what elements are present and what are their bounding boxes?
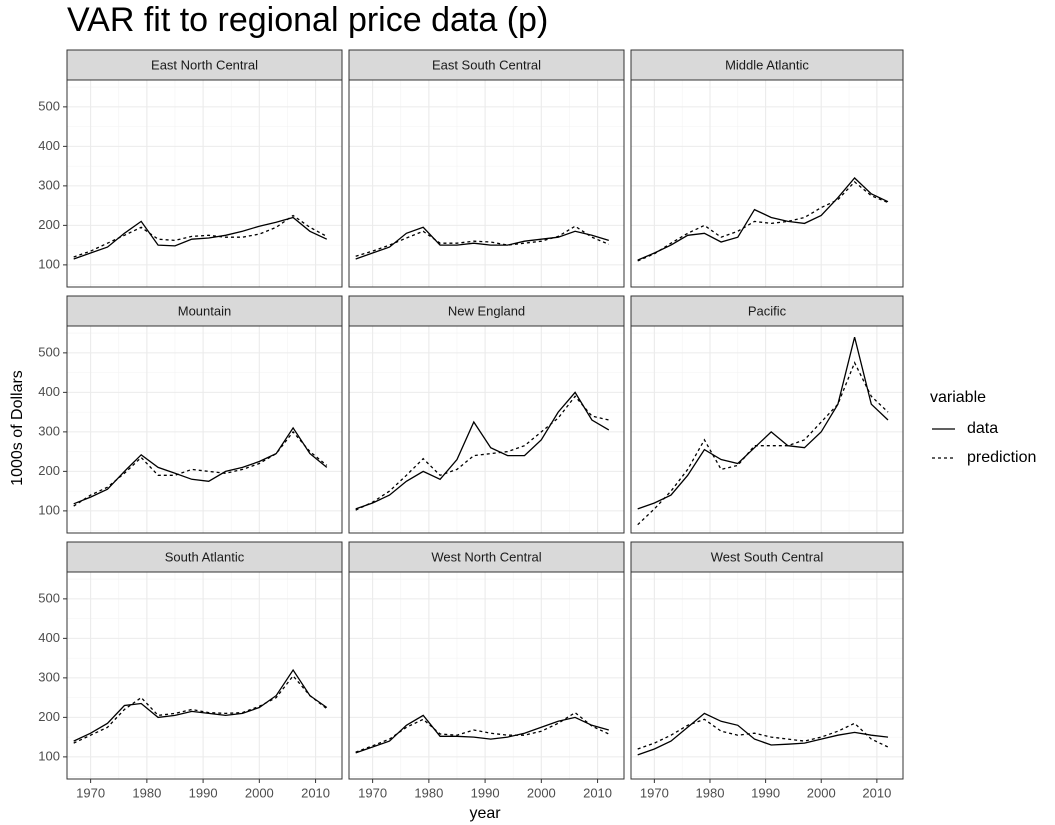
strip-label: Pacific bbox=[748, 303, 787, 318]
panel-background bbox=[631, 80, 903, 287]
y-tick-label: 400 bbox=[38, 630, 60, 645]
x-tick-label: 1980 bbox=[132, 785, 161, 800]
line-series bbox=[637, 336, 889, 510]
legend-label: data bbox=[967, 420, 998, 437]
y-tick-label: 500 bbox=[38, 590, 60, 605]
panel-background bbox=[67, 572, 342, 779]
x-axis-label: year bbox=[469, 805, 501, 822]
strip-label: South Atlantic bbox=[165, 549, 245, 564]
legend-title: variable bbox=[930, 389, 986, 406]
panel-background bbox=[631, 572, 903, 779]
y-tick-label: 500 bbox=[38, 344, 60, 359]
line-series bbox=[637, 181, 889, 262]
line-series bbox=[355, 714, 609, 754]
line-series bbox=[637, 712, 889, 756]
strip-label: East North Central bbox=[151, 57, 258, 72]
y-tick-label: 300 bbox=[38, 669, 60, 684]
y-tick-label: 300 bbox=[38, 423, 60, 438]
chart-title: VAR fit to regional price data (p) bbox=[67, 1, 548, 39]
x-tick-label: 2010 bbox=[862, 785, 891, 800]
x-tick-label: 1970 bbox=[358, 785, 387, 800]
y-tick-label: 300 bbox=[38, 177, 60, 192]
strip bbox=[66, 49, 343, 81]
y-tick-label: 500 bbox=[38, 98, 60, 113]
legend-label: prediction bbox=[967, 449, 1036, 466]
strip bbox=[348, 541, 625, 573]
x-tick-label: 1990 bbox=[189, 785, 218, 800]
line-series bbox=[73, 430, 328, 507]
x-tick-label: 1990 bbox=[471, 785, 500, 800]
x-tick-label: 1970 bbox=[640, 785, 669, 800]
panel-background bbox=[67, 80, 342, 287]
y-tick-label: 100 bbox=[38, 256, 60, 271]
y-tick-label: 100 bbox=[38, 502, 60, 517]
strip-label: Middle Atlantic bbox=[725, 57, 809, 72]
y-tick-label: 400 bbox=[38, 384, 60, 399]
line-series bbox=[73, 668, 328, 742]
y-tick-label: 200 bbox=[38, 463, 60, 478]
panel-background bbox=[349, 80, 624, 287]
line-series bbox=[73, 216, 328, 260]
y-tick-label: 200 bbox=[38, 709, 60, 724]
panel-background bbox=[67, 326, 342, 533]
line-series bbox=[355, 395, 609, 511]
panel-background bbox=[631, 326, 903, 533]
y-tick-label: 400 bbox=[38, 138, 60, 153]
x-tick-label: 2010 bbox=[583, 785, 612, 800]
x-tick-label: 1990 bbox=[751, 785, 780, 800]
panel-background bbox=[349, 572, 624, 779]
x-tick-label: 1970 bbox=[76, 785, 105, 800]
x-tick-label: 2010 bbox=[301, 785, 330, 800]
strip bbox=[66, 541, 343, 573]
line-series bbox=[355, 391, 610, 510]
x-tick-label: 1980 bbox=[414, 785, 443, 800]
y-axis-label: 1000s of Dollars bbox=[9, 370, 26, 486]
x-tick-label: 2000 bbox=[807, 785, 836, 800]
strip bbox=[630, 541, 904, 573]
line-series bbox=[637, 177, 889, 261]
line-series bbox=[73, 674, 328, 744]
line-series bbox=[637, 361, 889, 526]
y-tick-label: 200 bbox=[38, 217, 60, 232]
strip-label: West South Central bbox=[711, 549, 824, 564]
x-tick-label: 1980 bbox=[696, 785, 725, 800]
strip bbox=[630, 49, 904, 81]
strip-label: East South Central bbox=[432, 57, 541, 72]
strip bbox=[630, 295, 904, 327]
line-series bbox=[355, 226, 609, 260]
line-series bbox=[637, 718, 889, 750]
strip bbox=[66, 295, 343, 327]
strip-label: West North Central bbox=[431, 549, 541, 564]
strip-label: New England bbox=[448, 303, 525, 318]
y-tick-label: 100 bbox=[38, 748, 60, 763]
x-tick-label: 2000 bbox=[527, 785, 556, 800]
panel-background bbox=[349, 326, 624, 533]
strip bbox=[348, 49, 625, 81]
strip-label: Mountain bbox=[178, 303, 231, 318]
x-tick-label: 2000 bbox=[245, 785, 274, 800]
line-series bbox=[355, 711, 610, 753]
strip bbox=[348, 295, 625, 327]
line-series bbox=[355, 225, 610, 257]
